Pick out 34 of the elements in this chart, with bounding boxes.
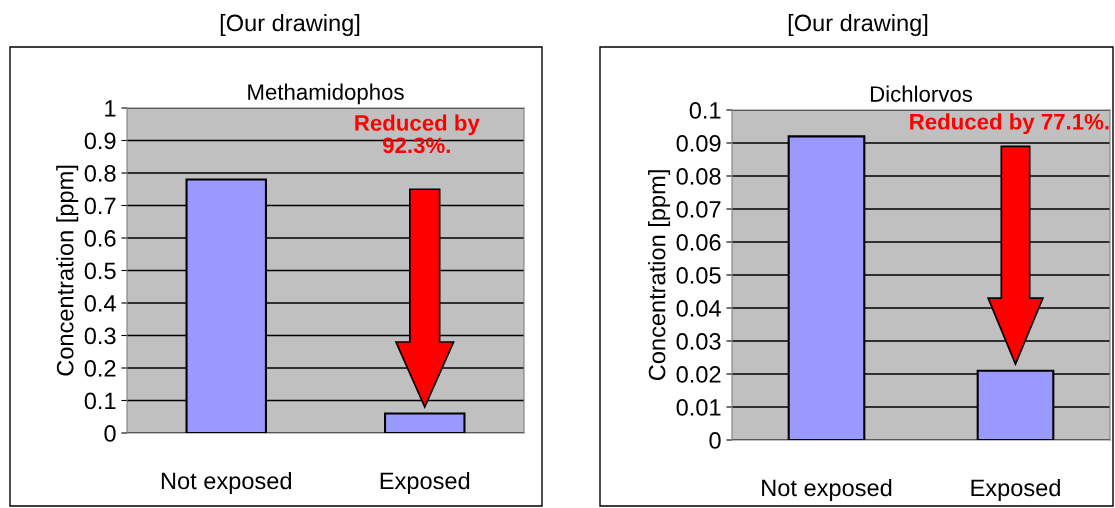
y-tick-label: 0.8 bbox=[84, 165, 116, 182]
y-tick-label: 0.9 bbox=[84, 132, 116, 150]
y-tick-label: 0.5 bbox=[84, 262, 116, 280]
chart-title: Methamidophos bbox=[248, 83, 404, 105]
y-tick-label: 0.7 bbox=[84, 197, 116, 215]
x-tick-label: Not exposed bbox=[762, 478, 892, 501]
y-tick-label: 0 bbox=[709, 432, 721, 449]
y-tick-label: 0.09 bbox=[676, 135, 721, 152]
annotation: Reduced by 77.1%. bbox=[910, 113, 1109, 135]
chart-subtitle: [Our drawing] bbox=[788, 14, 928, 36]
y-tick-label: 0.08 bbox=[676, 168, 721, 185]
y-tick-label: 0.04 bbox=[676, 300, 721, 317]
y-tick-label: 1 bbox=[105, 100, 116, 117]
y-tick-label: 0.3 bbox=[84, 327, 116, 345]
y-axis-title: Concentration [ppm] bbox=[648, 170, 671, 381]
x-tick-label: Not exposed bbox=[161, 471, 292, 494]
x-tick-label: Exposed bbox=[971, 478, 1060, 501]
y-tick-label: 0.2 bbox=[84, 360, 116, 377]
chart-title: Dichlorvos bbox=[870, 85, 973, 102]
y-tick-label: 0.6 bbox=[84, 230, 116, 247]
y-tick-label: 0.1 bbox=[84, 392, 116, 410]
y-tick-label: 0.05 bbox=[676, 267, 721, 284]
annotation: Reduced by 92.3%. bbox=[355, 114, 480, 154]
x-tick-label: Exposed bbox=[380, 471, 470, 494]
y-tick-label: 0.4 bbox=[84, 295, 116, 312]
y-tick-label: 0 bbox=[104, 425, 116, 442]
y-tick-label: 0.07 bbox=[676, 201, 721, 218]
y-tick-label: 0.01 bbox=[676, 399, 721, 416]
y-tick-label: 0.02 bbox=[676, 366, 721, 383]
y-tick-label: 0.03 bbox=[676, 333, 721, 350]
y-tick-label: 0.06 bbox=[676, 234, 721, 251]
chart-subtitle: [Our drawing] bbox=[220, 14, 360, 36]
y-axis-title: Concentration [ppm] bbox=[56, 165, 79, 376]
y-tick-label: 0.1 bbox=[689, 102, 721, 119]
